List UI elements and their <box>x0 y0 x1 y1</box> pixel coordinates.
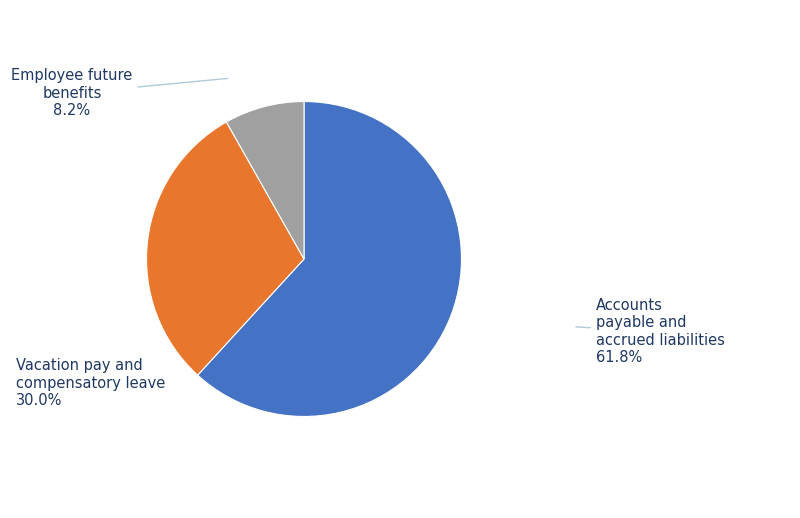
Text: Vacation pay and
compensatory leave
30.0%: Vacation pay and compensatory leave 30.0… <box>16 358 166 408</box>
Wedge shape <box>226 102 304 259</box>
Wedge shape <box>146 122 304 375</box>
Wedge shape <box>198 102 462 416</box>
Text: Accounts
payable and
accrued liabilities
61.8%: Accounts payable and accrued liabilities… <box>576 298 725 365</box>
Text: Employee future
benefits
8.2%: Employee future benefits 8.2% <box>11 68 228 118</box>
